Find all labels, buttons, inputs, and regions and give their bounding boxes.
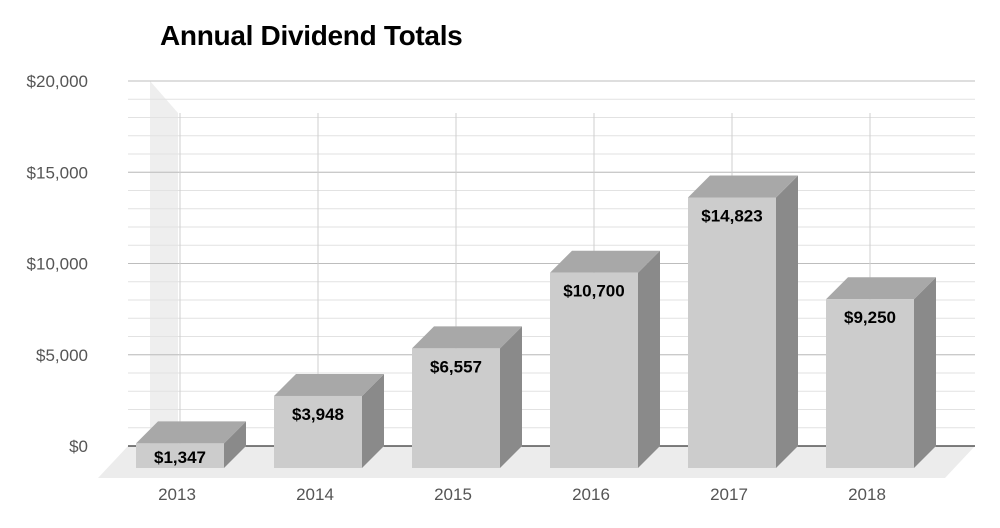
y-tick-label: $5,000 xyxy=(36,346,88,365)
bar-top-face xyxy=(688,175,798,198)
data-label: $1,347 xyxy=(154,448,206,467)
bar-side-face xyxy=(362,373,384,468)
back-wall xyxy=(150,81,178,468)
y-tick-label: $0 xyxy=(69,437,88,456)
bar-front-face xyxy=(550,272,638,468)
data-label: $10,700 xyxy=(563,282,624,301)
x-tick-label: 2014 xyxy=(296,485,334,504)
bar-side-face xyxy=(224,421,246,468)
bar-top-face xyxy=(412,326,522,349)
bar-2018 xyxy=(826,277,936,468)
bar-side-face xyxy=(500,326,522,468)
bar-2016 xyxy=(550,250,660,468)
bar-top-face xyxy=(274,373,384,396)
x-tick-label: 2013 xyxy=(158,485,196,504)
x-tick-label: 2017 xyxy=(710,485,748,504)
bar-2017 xyxy=(688,175,798,468)
bar-front-face xyxy=(688,197,776,468)
x-tick-label: 2016 xyxy=(572,485,610,504)
y-tick-label: $20,000 xyxy=(27,72,88,91)
bar-front-face xyxy=(274,395,362,468)
chart-title: Annual Dividend Totals xyxy=(160,20,463,51)
x-tick-label: 2018 xyxy=(848,485,886,504)
bar-side-face xyxy=(914,277,936,468)
data-label: $6,557 xyxy=(430,357,482,376)
data-label: $3,948 xyxy=(292,405,344,424)
bar-side-face xyxy=(776,175,798,468)
data-label: $14,823 xyxy=(701,206,762,225)
data-label: $9,250 xyxy=(844,308,896,327)
y-tick-label: $15,000 xyxy=(27,163,88,182)
x-tick-label: 2015 xyxy=(434,485,472,504)
bar-side-face xyxy=(638,250,660,468)
bar-top-face xyxy=(550,250,660,273)
bar-2015 xyxy=(412,326,522,468)
bar-top-face xyxy=(136,421,246,444)
bar-front-face xyxy=(826,299,914,468)
bar-2014 xyxy=(274,373,384,468)
y-tick-label: $10,000 xyxy=(27,255,88,274)
bar-2013 xyxy=(136,421,246,468)
bar-top-face xyxy=(826,277,936,300)
bar-front-face xyxy=(412,348,500,468)
bar-front-face xyxy=(136,443,224,468)
